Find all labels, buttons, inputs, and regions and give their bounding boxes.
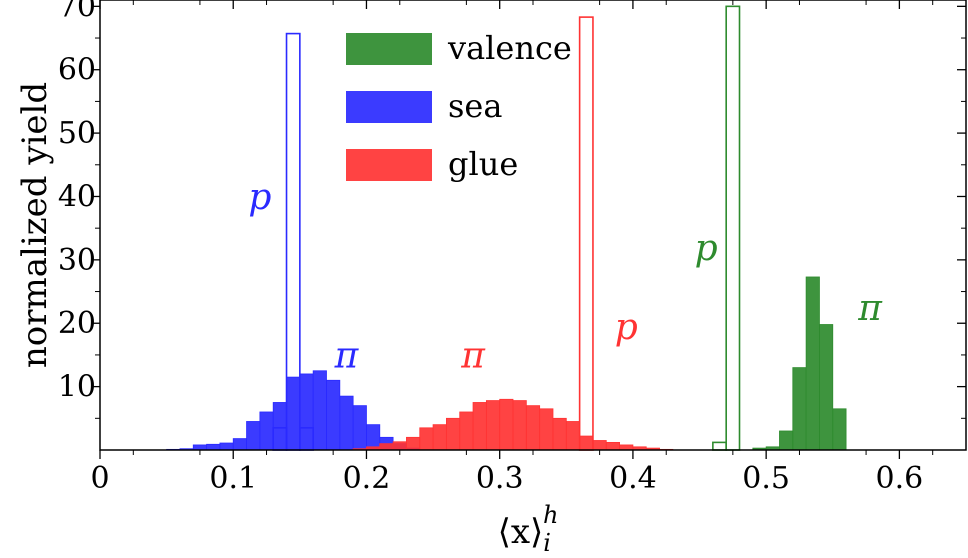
y-tick-label: 20	[58, 306, 96, 341]
axis-ticks: 0 0.1 0.2 0.3 0.4 0.5 0.6 10 20 30 40 50 60 70	[58, 0, 966, 496]
bar-sea-pi	[366, 424, 381, 451]
plot-frame	[99, 0, 967, 451]
x-axis-label-sub: i	[543, 529, 551, 557]
annotation-label: p	[615, 307, 638, 348]
x-tick-label: 0.3	[476, 461, 524, 496]
bar-glue-pi	[432, 424, 447, 451]
bar-glue-pi	[619, 444, 634, 451]
legend-label-sea: sea	[448, 87, 502, 125]
bar-valence-p	[725, 5, 741, 451]
bar-sea-pi	[272, 402, 287, 451]
bar-valence-pi	[832, 408, 847, 451]
y-tick-label: 30	[58, 243, 96, 278]
bar-sea-pi	[232, 438, 247, 451]
bar-sea-pi	[192, 444, 207, 451]
x-axis-label: ⟨x⟩ih	[498, 501, 559, 557]
annotation-label: π	[334, 336, 360, 377]
bar-sea-pi	[286, 376, 301, 451]
annotation-label: π	[460, 336, 486, 377]
legend-swatch-sea	[346, 91, 432, 123]
bar-glue-pi	[392, 441, 407, 451]
x-axis-label-main: ⟨x⟩	[498, 512, 544, 552]
bar-glue-pi	[592, 440, 607, 451]
bar-sea-pi	[299, 373, 314, 451]
outline-histograms	[272, 5, 741, 451]
y-tick-label: 40	[58, 179, 96, 214]
bar-glue-pi	[472, 402, 487, 451]
bar-valence-pi	[805, 276, 820, 451]
bar-sea-pi	[219, 442, 234, 451]
hadron-annotations: p π π p p π	[248, 177, 883, 376]
bar-sea-pi	[326, 379, 341, 451]
bar-glue-p	[578, 16, 594, 451]
annotation-label: p	[695, 228, 718, 269]
x-tick-label: 0.6	[876, 461, 924, 496]
legend-swatch-glue	[346, 149, 432, 181]
bar-sea-pi	[339, 395, 354, 451]
x-axis-label-sup: h	[543, 501, 558, 529]
legend: valence sea glue	[346, 29, 572, 183]
bar-sea-pi	[312, 370, 327, 451]
y-tick-label: 10	[58, 370, 96, 405]
x-tick-label: 0.1	[209, 461, 257, 496]
annotation-label: π	[857, 288, 883, 329]
bar-glue-pi	[512, 400, 527, 451]
bar-valence-pi	[779, 430, 794, 451]
x-tick-label: 0	[90, 461, 109, 496]
bar-glue-pi	[445, 417, 461, 451]
y-tick-label: 50	[58, 116, 96, 151]
bar-glue-pi	[499, 398, 514, 451]
y-axis-label: normalized yield	[15, 82, 55, 368]
bar-valence-pi	[792, 367, 807, 451]
bar-sea-pi	[246, 421, 261, 451]
legend-label-valence: valence	[447, 29, 572, 67]
bar-glue-pi	[605, 441, 620, 451]
y-tick-label: 70	[58, 0, 96, 24]
bar-sea-pi	[352, 405, 367, 451]
x-tick-label: 0.4	[609, 461, 657, 496]
bar-glue-pi	[459, 411, 474, 451]
bar-glue-pi	[406, 436, 421, 451]
annotation-label: p	[248, 177, 271, 218]
legend-swatch-valence	[346, 33, 432, 65]
bar-glue-pi	[419, 427, 434, 451]
bar-sea-pi	[206, 443, 221, 451]
x-tick-label: 0.5	[742, 461, 790, 496]
bar-glue-pi	[379, 443, 394, 451]
bar-glue-pi	[485, 400, 501, 451]
bar-glue-pi	[539, 408, 554, 451]
x-tick-label: 0.2	[343, 461, 391, 496]
y-tick-label: 60	[58, 53, 96, 88]
bar-glue-pi	[525, 405, 541, 451]
bar-glue-pi	[552, 417, 567, 451]
bar-valence-pi	[819, 324, 834, 451]
bar-sea-pi	[259, 411, 274, 451]
bar-glue-pi	[579, 435, 594, 451]
filled-histograms	[166, 276, 847, 451]
legend-label-glue: glue	[448, 145, 518, 183]
bar-valence-p	[712, 441, 727, 451]
bar-glue-pi	[565, 421, 581, 451]
